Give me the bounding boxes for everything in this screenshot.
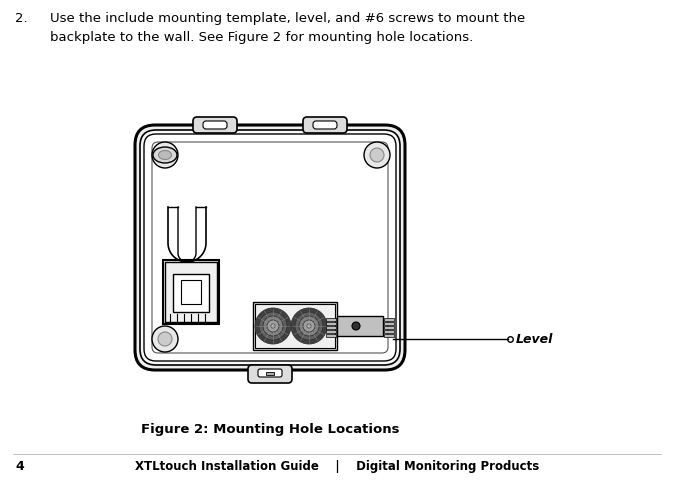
FancyBboxPatch shape (326, 318, 336, 321)
Circle shape (299, 316, 319, 336)
FancyBboxPatch shape (144, 135, 396, 361)
FancyBboxPatch shape (248, 365, 292, 383)
Circle shape (271, 324, 275, 328)
Text: XTLtouch Installation Guide    |    Digital Monitoring Products: XTLtouch Installation Guide | Digital Mo… (135, 459, 539, 472)
Circle shape (158, 332, 172, 346)
Circle shape (152, 326, 178, 352)
FancyBboxPatch shape (326, 323, 336, 325)
FancyBboxPatch shape (165, 263, 217, 323)
FancyBboxPatch shape (313, 122, 337, 130)
Circle shape (307, 324, 311, 328)
Circle shape (303, 320, 315, 332)
FancyBboxPatch shape (203, 122, 227, 130)
FancyBboxPatch shape (384, 318, 394, 321)
Circle shape (370, 149, 384, 163)
FancyBboxPatch shape (303, 118, 347, 134)
FancyBboxPatch shape (193, 118, 237, 134)
FancyBboxPatch shape (384, 330, 394, 333)
Circle shape (267, 320, 279, 332)
Text: 4: 4 (15, 459, 24, 472)
FancyBboxPatch shape (266, 372, 274, 375)
Circle shape (364, 143, 390, 168)
FancyBboxPatch shape (255, 304, 335, 348)
FancyBboxPatch shape (384, 334, 394, 337)
Text: 2.: 2. (15, 12, 28, 25)
FancyBboxPatch shape (173, 275, 209, 312)
Circle shape (291, 308, 327, 344)
Ellipse shape (153, 148, 177, 164)
Circle shape (152, 143, 178, 168)
Circle shape (352, 323, 360, 330)
FancyBboxPatch shape (135, 126, 405, 370)
FancyBboxPatch shape (258, 369, 282, 377)
Circle shape (259, 312, 287, 340)
FancyBboxPatch shape (326, 334, 336, 337)
Ellipse shape (158, 151, 171, 160)
Circle shape (263, 316, 283, 336)
FancyBboxPatch shape (181, 280, 201, 304)
FancyBboxPatch shape (326, 326, 336, 329)
Circle shape (295, 312, 323, 340)
Circle shape (158, 149, 172, 163)
Text: Figure 2: Mounting Hole Locations: Figure 2: Mounting Hole Locations (141, 422, 399, 435)
Text: Level: Level (516, 333, 553, 346)
FancyBboxPatch shape (163, 261, 219, 324)
FancyBboxPatch shape (337, 316, 383, 336)
FancyBboxPatch shape (326, 330, 336, 333)
FancyBboxPatch shape (140, 131, 400, 365)
Text: Use the include mounting template, level, and #6 screws to mount the
backplate t: Use the include mounting template, level… (50, 12, 525, 44)
FancyBboxPatch shape (253, 302, 337, 350)
Circle shape (255, 308, 291, 344)
FancyBboxPatch shape (384, 323, 394, 325)
FancyBboxPatch shape (384, 326, 394, 329)
